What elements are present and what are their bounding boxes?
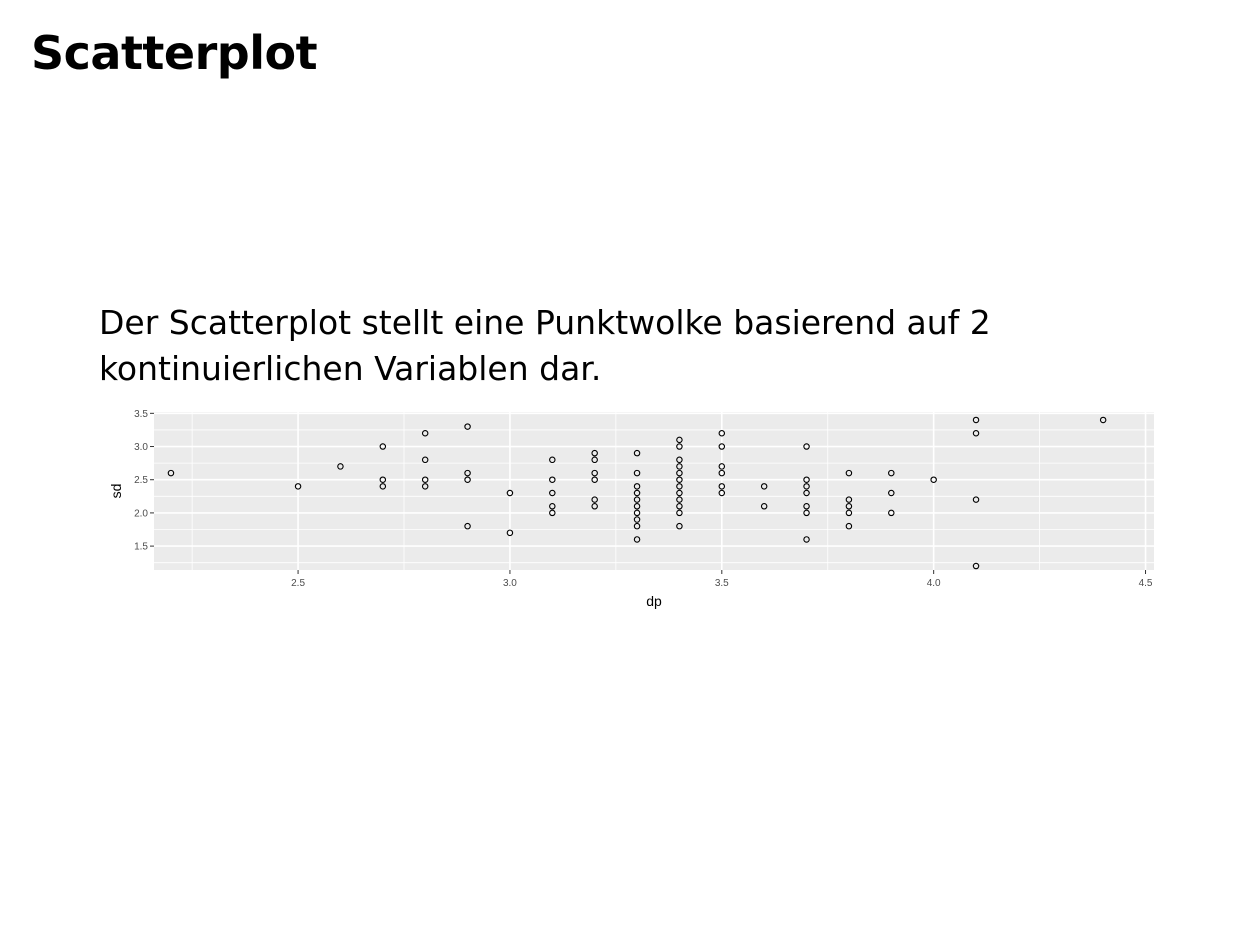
- data-point: [633, 522, 641, 530]
- grid-major: [154, 412, 1154, 570]
- data-point: [718, 483, 726, 490]
- data-point: [760, 503, 768, 510]
- data-point: [379, 476, 387, 483]
- data-point: [633, 496, 641, 503]
- data-point: [803, 443, 810, 450]
- data-points: [167, 416, 1107, 570]
- data-point: [676, 436, 683, 444]
- data-point: [591, 469, 598, 477]
- data-point: [888, 489, 895, 497]
- data-point: [591, 503, 598, 510]
- data-point: [888, 469, 895, 477]
- data-point: [294, 483, 302, 490]
- data-point: [549, 489, 556, 497]
- data-point: [676, 522, 683, 530]
- data-point: [549, 456, 556, 464]
- data-point: [464, 469, 471, 477]
- x-tick-label: 3.0: [503, 578, 517, 589]
- data-point: [676, 456, 683, 464]
- data-point: [803, 489, 810, 497]
- data-point: [718, 489, 726, 497]
- data-point: [633, 489, 641, 497]
- y-tick-label: 3.0: [134, 442, 148, 453]
- y-axis-label: sd: [108, 484, 124, 499]
- data-point: [972, 429, 980, 437]
- data-point: [760, 483, 768, 490]
- x-axis-label: dp: [646, 593, 662, 609]
- data-point: [803, 509, 810, 517]
- data-point: [676, 443, 683, 450]
- data-point: [888, 509, 895, 517]
- data-point: [845, 503, 853, 510]
- slide-title: Scatterplot: [31, 26, 318, 80]
- data-point: [676, 496, 683, 503]
- data-point: [803, 483, 810, 490]
- data-point: [676, 503, 683, 510]
- data-point: [421, 456, 429, 464]
- data-point: [379, 443, 387, 450]
- data-point: [676, 489, 683, 497]
- data-point: [676, 469, 683, 477]
- y-axis: 1.5 2.0 2.5 3.0 3.5: [134, 409, 154, 553]
- data-point: [930, 476, 937, 483]
- data-point: [718, 429, 726, 437]
- data-point: [718, 469, 726, 477]
- y-tick-label: 2.0: [134, 508, 148, 519]
- data-point: [633, 536, 641, 543]
- data-point: [676, 483, 683, 490]
- slide-text: Der Scatterplot stellt eine Punktwolke b…: [99, 303, 991, 388]
- data-point: [591, 476, 598, 483]
- data-point: [803, 536, 810, 543]
- data-point: [676, 509, 683, 517]
- data-point: [633, 509, 641, 517]
- data-point: [337, 463, 344, 470]
- data-point: [549, 476, 556, 483]
- grid-minor: [154, 412, 1154, 570]
- data-point: [421, 429, 429, 437]
- data-point: [972, 416, 980, 424]
- y-tick-label: 1.5: [134, 542, 148, 553]
- data-point: [803, 503, 810, 510]
- data-point: [633, 469, 641, 477]
- data-point: [549, 503, 556, 510]
- data-point: [718, 463, 726, 470]
- data-point: [591, 496, 598, 503]
- data-point: [972, 496, 980, 503]
- data-point: [845, 496, 853, 503]
- data-point: [167, 469, 175, 477]
- data-point: [633, 449, 641, 457]
- data-point: [676, 476, 683, 483]
- data-point: [421, 476, 429, 483]
- x-tick-label: 3.5: [715, 578, 729, 589]
- data-point: [379, 483, 387, 490]
- y-tick-label: 2.5: [134, 475, 148, 486]
- x-tick-label: 4.5: [1139, 578, 1153, 589]
- data-point: [506, 529, 514, 537]
- data-point: [464, 522, 471, 530]
- x-axis: 2.5 3.0 3.5 4.0 4.5: [291, 570, 1153, 589]
- data-point: [421, 483, 429, 490]
- data-point: [464, 423, 471, 430]
- data-point: [845, 509, 853, 517]
- data-point: [845, 469, 853, 477]
- data-point: [676, 463, 683, 470]
- data-point: [464, 476, 471, 483]
- data-point: [803, 476, 810, 483]
- data-point: [718, 443, 726, 450]
- data-point: [506, 489, 514, 497]
- data-point: [633, 516, 641, 523]
- data-point: [591, 456, 598, 464]
- x-tick-label: 4.0: [927, 578, 941, 589]
- data-point: [845, 522, 853, 530]
- data-point: [633, 503, 641, 510]
- data-point: [633, 483, 641, 490]
- data-point: [549, 509, 556, 517]
- y-tick-label: 3.5: [134, 409, 148, 420]
- x-tick-label: 2.5: [291, 578, 305, 589]
- plot-panel: [154, 412, 1154, 570]
- data-point: [591, 449, 598, 457]
- data-point: [1099, 416, 1107, 424]
- data-point: [972, 562, 980, 570]
